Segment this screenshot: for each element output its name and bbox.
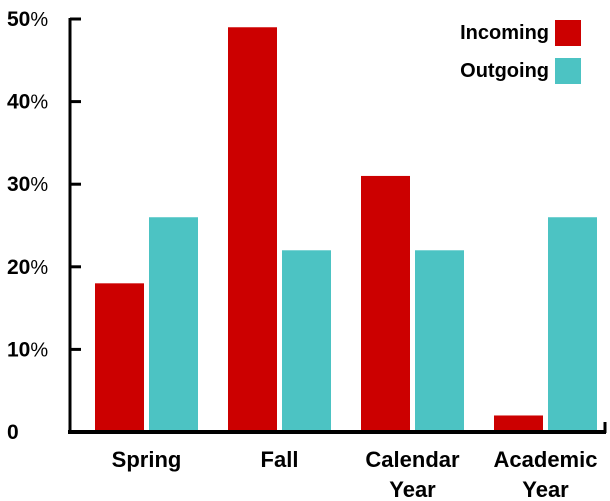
bar-incoming-academic-year: [494, 415, 543, 432]
x-category-label: Fall: [261, 447, 299, 472]
x-category-label: Year: [389, 477, 436, 501]
legend-label-incoming: Incoming: [460, 22, 549, 44]
axes: [68, 18, 607, 434]
x-category-label: Year: [522, 477, 569, 501]
bar-outgoing-fall: [282, 250, 331, 432]
y-tick-label: 50%: [7, 8, 48, 31]
legend: Incoming Outgoing: [460, 20, 581, 84]
x-category-label: Academic: [494, 447, 598, 472]
y-ticks: 0 10% 20% 30% 40% 50%: [7, 8, 81, 444]
bar-incoming-fall: [228, 27, 277, 432]
y-tick-label: 10%: [7, 338, 48, 361]
y-tick-label: 40%: [7, 91, 48, 114]
y-tick-label: 0: [7, 421, 19, 444]
legend-label-outgoing: Outgoing: [460, 60, 549, 82]
y-tick-label: 20%: [7, 256, 48, 279]
bar-outgoing-calendar-year: [415, 250, 464, 432]
y-tick-label: 30%: [7, 173, 48, 196]
bar-outgoing-academic-year: [548, 217, 597, 432]
x-category-label: Calendar: [365, 447, 460, 472]
bar-incoming-spring: [95, 283, 144, 432]
x-category-labels: Spring Fall Calendar Year Academic Year: [112, 447, 598, 501]
legend-swatch-outgoing: [555, 58, 581, 84]
legend-swatch-incoming: [555, 20, 581, 46]
bars: [95, 27, 597, 432]
bar-incoming-calendar-year: [361, 175, 410, 432]
bar-outgoing-spring: [149, 217, 198, 432]
x-category-label: Spring: [112, 447, 182, 472]
